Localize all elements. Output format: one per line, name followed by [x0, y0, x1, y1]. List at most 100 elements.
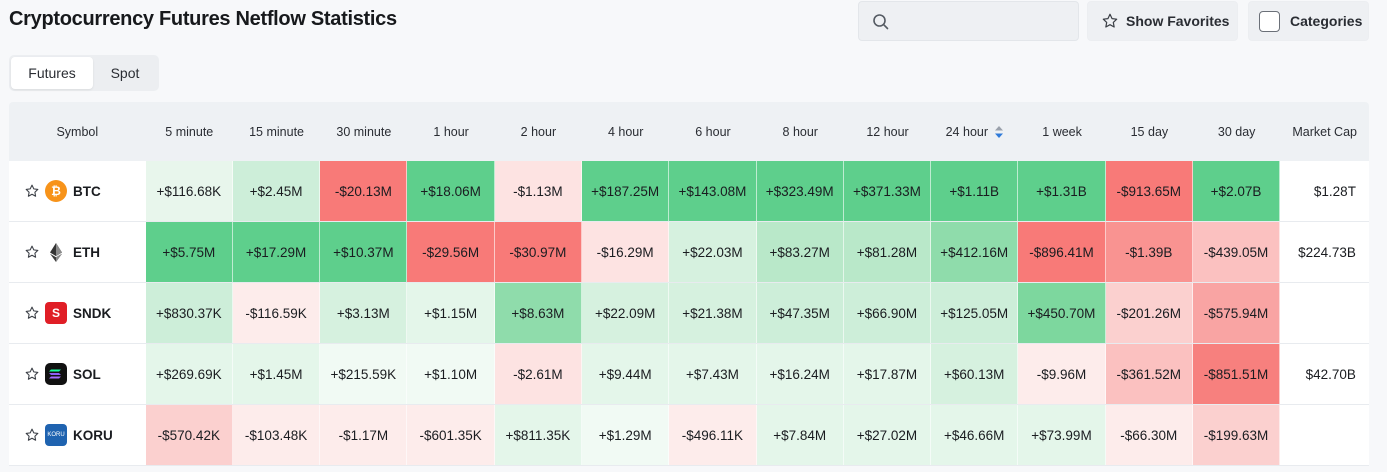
show-favorites-button[interactable]: Show Favorites [1087, 1, 1238, 41]
categories-label: Categories [1290, 13, 1363, 29]
column-header-label: 15 day [1130, 124, 1169, 139]
market-cap-cell: $42.70B [1280, 344, 1369, 404]
netflow-cell: -$20.13M [320, 161, 408, 221]
netflow-cell: +$21.38M [669, 283, 757, 343]
netflow-cell: +$27.02M [843, 405, 932, 465]
favorite-star-icon[interactable] [25, 184, 39, 198]
bitcoin-logo-icon: ₿ [45, 180, 67, 202]
column-header-label: Symbol [56, 124, 99, 139]
table-header: Symbol 5 minute 15 minute 30 minute 1 hour 2 … [9, 102, 1369, 161]
sort-icon[interactable] [994, 125, 1004, 139]
netflow-cell: -$1.13M [494, 161, 583, 221]
column-header[interactable]: 1 hour [407, 102, 494, 161]
column-header-label: 4 hour [607, 124, 644, 139]
column-header[interactable]: 4 hour [582, 102, 669, 161]
favorite-star-icon[interactable] [25, 367, 39, 381]
tab-spot[interactable]: Spot [110, 65, 140, 81]
tab-futures[interactable]: Futures [11, 57, 93, 89]
netflow-cell: +$1.31B [1018, 161, 1106, 221]
table-row[interactable]: S SNDK +$830.37K -$116.59K +$3.13M +$1.15M +$8… [9, 283, 1369, 344]
netflow-cell: +$10.37M [320, 222, 408, 282]
categories-button[interactable]: Categories [1248, 1, 1369, 41]
table-row[interactable]: ETH +$5.75M +$17.29M +$10.37M -$29.56M -$30.9… [9, 222, 1369, 283]
netflow-cell: +$16.24M [756, 344, 844, 404]
netflow-cell: -$361.52M [1105, 344, 1193, 404]
column-header[interactable]: 6 hour [669, 102, 756, 161]
column-header[interactable]: 12 hour [844, 102, 931, 161]
column-header-label: 6 hour [695, 124, 731, 139]
column-header[interactable]: 2 hour [495, 102, 582, 161]
netflow-cell: -$601.35K [407, 405, 495, 465]
solana-logo-icon [45, 363, 67, 385]
netflow-cell: -$851.51M [1192, 344, 1281, 404]
symbol-label[interactable]: SNDK [73, 305, 112, 321]
column-header[interactable]: 5 minute [146, 102, 233, 161]
column-header[interactable]: 8 hour [757, 102, 844, 161]
column-header[interactable]: 30 minute [320, 102, 407, 161]
market-type-tabs: Futures Spot [9, 55, 159, 91]
netflow-cell: -$116.59K [232, 283, 321, 343]
symbol-cell: S SNDK [9, 283, 146, 343]
symbol-cell: ₿ BTC [9, 161, 146, 221]
column-header[interactable]: 1 week [1018, 102, 1105, 161]
netflow-cell: +$22.09M [582, 283, 670, 343]
netflow-cell: +$830.37K [145, 283, 233, 343]
column-header[interactable]: Symbol [9, 102, 146, 161]
table-row[interactable]: SOL +$269.69K +$1.45M +$215.59K +$1.10M -$2.6… [9, 344, 1369, 405]
netflow-cell: +$66.90M [843, 283, 932, 343]
column-header-label: 30 minute [336, 124, 392, 139]
netflow-cell: +$7.84M [756, 405, 844, 465]
netflow-cell: +$116.68K [145, 161, 233, 221]
netflow-cell: +$1.45M [232, 344, 321, 404]
netflow-cell: -$1.17M [320, 405, 408, 465]
netflow-cell: +$22.03M [669, 222, 757, 282]
search-input[interactable] [858, 1, 1079, 41]
netflow-cell: +$3.13M [320, 283, 408, 343]
netflow-cell: +$412.16M [931, 222, 1019, 282]
market-cap-cell [1280, 405, 1369, 465]
favorite-star-icon[interactable] [25, 306, 39, 320]
column-header-label: Market Cap [1292, 124, 1357, 139]
table-row[interactable]: KORU KORU -$570.42K -$103.48K -$1.17M -$601.3… [9, 405, 1369, 466]
symbol-label[interactable]: ETH [73, 244, 100, 260]
netflow-cell: -$575.94M [1192, 283, 1281, 343]
ethereum-logo-icon [45, 241, 67, 263]
netflow-cell: -$913.65M [1105, 161, 1193, 221]
netflow-cell: +$17.87M [843, 344, 932, 404]
netflow-cell: +$60.13M [931, 344, 1019, 404]
categories-checkbox[interactable] [1259, 10, 1280, 32]
show-favorites-label: Show Favorites [1126, 13, 1230, 29]
netflow-cell: +$371.33M [843, 161, 932, 221]
column-header-label: 8 hour [782, 124, 818, 139]
column-header[interactable]: 15 day [1106, 102, 1193, 161]
search-icon [873, 14, 889, 30]
netflow-cell: +$143.08M [669, 161, 757, 221]
symbol-cell: KORU KORU [9, 405, 146, 465]
column-header-label: 1 week [1042, 124, 1082, 139]
netflow-cell: +$1.10M [407, 344, 495, 404]
column-header[interactable]: 24 hour [931, 102, 1018, 161]
netflow-cell: +$1.15M [407, 283, 495, 343]
symbol-label[interactable]: BTC [73, 183, 101, 199]
column-header-label: 15 minute [249, 124, 305, 139]
netflow-cell: -$570.42K [145, 405, 233, 465]
netflow-cell: +$83.27M [756, 222, 844, 282]
symbol-label[interactable]: SOL [73, 366, 101, 382]
symbol-label[interactable]: KORU [73, 427, 113, 443]
symbol-cell: SOL [9, 344, 146, 404]
sandisk-logo-icon: S [45, 302, 67, 324]
column-header[interactable]: 15 minute [233, 102, 320, 161]
column-header[interactable]: 30 day [1193, 102, 1280, 161]
page-title: Cryptocurrency Futures Netflow Statistic… [9, 8, 397, 30]
market-cap-cell [1280, 283, 1369, 343]
netflow-cell: -$9.96M [1018, 344, 1106, 404]
netflow-cell: -$30.97M [494, 222, 583, 282]
netflow-cell: +$187.25M [582, 161, 670, 221]
column-header[interactable]: Market Cap [1280, 102, 1369, 161]
netflow-cell: -$16.29M [582, 222, 670, 282]
netflow-cell: +$1.29M [582, 405, 670, 465]
netflow-cell: +$18.06M [407, 161, 495, 221]
favorite-star-icon[interactable] [25, 245, 39, 259]
table-row[interactable]: ₿ BTC +$116.68K +$2.45M -$20.13M +$18.06M -$1.… [9, 161, 1369, 222]
favorite-star-icon[interactable] [25, 428, 39, 442]
